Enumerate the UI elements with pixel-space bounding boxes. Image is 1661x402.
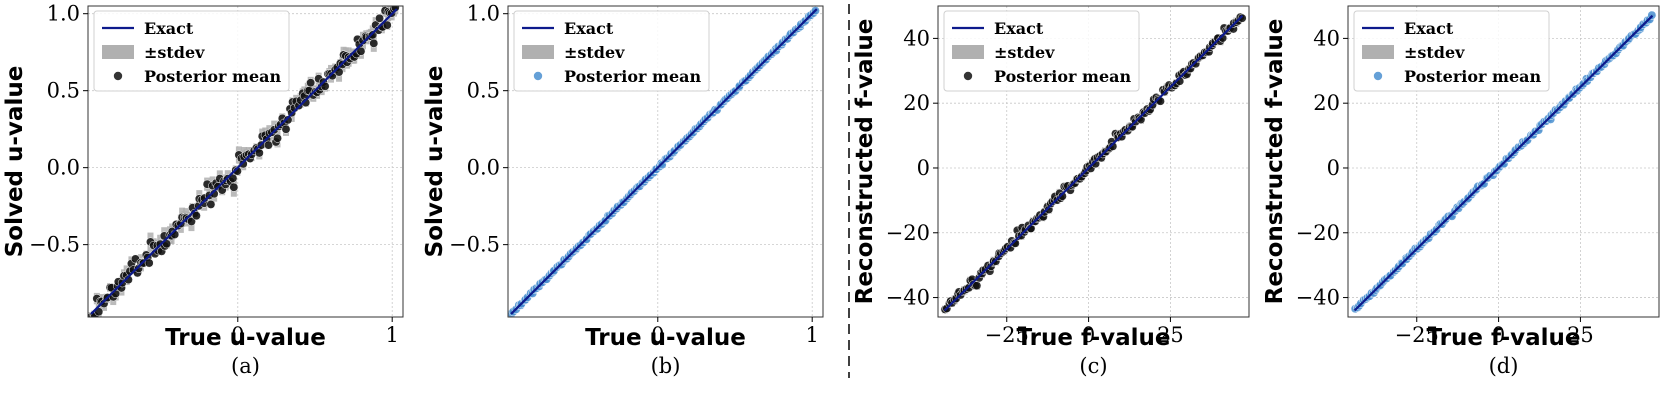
panel-caption: (b) bbox=[651, 354, 681, 378]
legend-entry: Posterior mean bbox=[1404, 67, 1542, 86]
x-tick-label: 1 bbox=[806, 323, 819, 347]
exact-line bbox=[943, 14, 1244, 312]
panel-caption: (a) bbox=[231, 354, 260, 378]
y-tick-label: 0.5 bbox=[47, 79, 80, 103]
posterior-mean-point bbox=[375, 13, 384, 23]
posterior-mean-point bbox=[281, 124, 291, 134]
plot-frame bbox=[87, 5, 404, 318]
legend-stdev-swatch bbox=[1362, 45, 1394, 59]
legend-box bbox=[943, 10, 1140, 92]
panel-caption: (c) bbox=[1079, 354, 1107, 378]
y-axis-label: Solved u-value bbox=[2, 66, 28, 258]
y-tick-label: 20 bbox=[903, 91, 930, 115]
x-tick-label: 0 bbox=[1082, 323, 1095, 347]
chart-panel-3: −25 0 25 −40 −20 0 20 40 True f-value Reconstruct… bbox=[852, 5, 1250, 378]
legend-entry: Exact bbox=[144, 19, 194, 38]
y-tick-label: 20 bbox=[1313, 91, 1340, 115]
y-tick-label: 0 bbox=[917, 156, 930, 180]
plot-area bbox=[1350, 10, 1657, 314]
plot-area bbox=[88, 6, 400, 317]
y-tick-label: 0.0 bbox=[47, 156, 80, 180]
y-tick-label: 40 bbox=[1313, 26, 1340, 50]
y-tick-label: 1.0 bbox=[467, 2, 500, 26]
y-tick-label: −40 bbox=[886, 286, 930, 310]
legend-entry: Exact bbox=[994, 19, 1044, 38]
y-tick-label: 0.0 bbox=[467, 156, 500, 180]
plot-frame bbox=[937, 5, 1250, 318]
posterior-mean-point bbox=[273, 133, 282, 143]
legend-entry: Posterior mean bbox=[994, 67, 1132, 86]
posterior-mean-point bbox=[264, 140, 273, 150]
legend-stdev-swatch bbox=[102, 45, 134, 59]
posterior-mean-point bbox=[283, 115, 293, 125]
legend-box bbox=[93, 10, 290, 92]
posterior-mean-point bbox=[1057, 191, 1067, 201]
exact-line bbox=[510, 8, 818, 315]
chart-panel-1: 0 1 −0.5 0.0 0.5 1.0 True u-value Solved u-valu… bbox=[2, 2, 404, 378]
legend-entry: Exact bbox=[564, 19, 614, 38]
x-axis-label: True u-value bbox=[165, 325, 326, 351]
legend-entry: Exact bbox=[1404, 19, 1454, 38]
y-tick-label: −0.5 bbox=[29, 233, 80, 257]
exact-line bbox=[1353, 14, 1654, 312]
legend-entry: Posterior mean bbox=[144, 67, 282, 86]
x-axis-label: True f-value bbox=[1426, 325, 1580, 351]
plot-area bbox=[940, 12, 1247, 314]
posterior-mean-point bbox=[187, 217, 196, 226]
posterior-mean-point bbox=[1108, 141, 1118, 151]
x-tick-label: 1 bbox=[386, 323, 399, 347]
legend-entry: ±stdev bbox=[564, 43, 625, 62]
posterior-mean-point bbox=[306, 78, 316, 88]
x-tick-label: 25 bbox=[1157, 323, 1184, 347]
y-tick-label: −0.5 bbox=[449, 233, 500, 257]
posterior-mean-point bbox=[382, 20, 392, 30]
y-tick-label: 40 bbox=[903, 26, 930, 50]
legend-box bbox=[513, 10, 710, 92]
posterior-mean-point bbox=[369, 38, 379, 48]
posterior-mean-point bbox=[209, 189, 219, 199]
x-tick-label: 0 bbox=[651, 323, 664, 347]
y-tick-label: −40 bbox=[1296, 286, 1340, 310]
y-tick-label: −20 bbox=[886, 221, 930, 245]
x-tick-label: 25 bbox=[1567, 323, 1594, 347]
plot-frame bbox=[507, 5, 824, 318]
x-axis-label: True u-value bbox=[585, 325, 746, 351]
y-tick-label: −20 bbox=[1296, 221, 1340, 245]
posterior-mean-point bbox=[229, 182, 239, 192]
x-axis-label: True f-value bbox=[1016, 325, 1170, 351]
legend-mean-swatch bbox=[533, 71, 543, 81]
legend-mean-swatch bbox=[963, 71, 973, 81]
legend-box bbox=[1353, 10, 1550, 92]
x-tick-label: −25 bbox=[985, 323, 1029, 347]
legend-stdev-swatch bbox=[952, 45, 984, 59]
legend-entry: Posterior mean bbox=[564, 67, 702, 86]
x-tick-label: 0 bbox=[231, 323, 244, 347]
plot-frame bbox=[1347, 5, 1660, 318]
legend-entry: ±stdev bbox=[994, 43, 1055, 62]
y-tick-label: 0.5 bbox=[467, 79, 500, 103]
legend-stdev-swatch bbox=[522, 45, 554, 59]
x-tick-label: 0 bbox=[1492, 323, 1505, 347]
chart-panel-4: −25 0 25 −40 −20 0 20 40 True f-value Reconstruct… bbox=[1262, 5, 1660, 378]
y-tick-label: 0 bbox=[1327, 156, 1340, 180]
posterior-mean-point bbox=[1237, 13, 1247, 23]
panel-caption: (d) bbox=[1489, 354, 1519, 378]
y-axis-label: Solved u-value bbox=[422, 66, 448, 258]
legend-entry: ±stdev bbox=[144, 43, 205, 62]
exact-line bbox=[90, 8, 398, 315]
chart-panel-2: 0 1 −0.5 0.0 0.5 1.0 True u-value Solved u-valu… bbox=[422, 2, 824, 378]
posterior-mean-point bbox=[144, 258, 154, 268]
legend-entry: ±stdev bbox=[1404, 43, 1465, 62]
x-tick-label: −25 bbox=[1395, 323, 1439, 347]
y-tick-label: 1.0 bbox=[47, 2, 80, 26]
posterior-mean-point bbox=[206, 199, 216, 209]
legend-mean-swatch bbox=[113, 71, 123, 81]
y-axis-label: Reconstructed f-value bbox=[1262, 19, 1288, 305]
posterior-mean-point bbox=[191, 211, 201, 221]
posterior-mean-point bbox=[356, 46, 366, 56]
y-axis-label: Reconstructed f-value bbox=[852, 19, 878, 305]
plot-area bbox=[508, 6, 820, 317]
legend-mean-swatch bbox=[1373, 71, 1383, 81]
